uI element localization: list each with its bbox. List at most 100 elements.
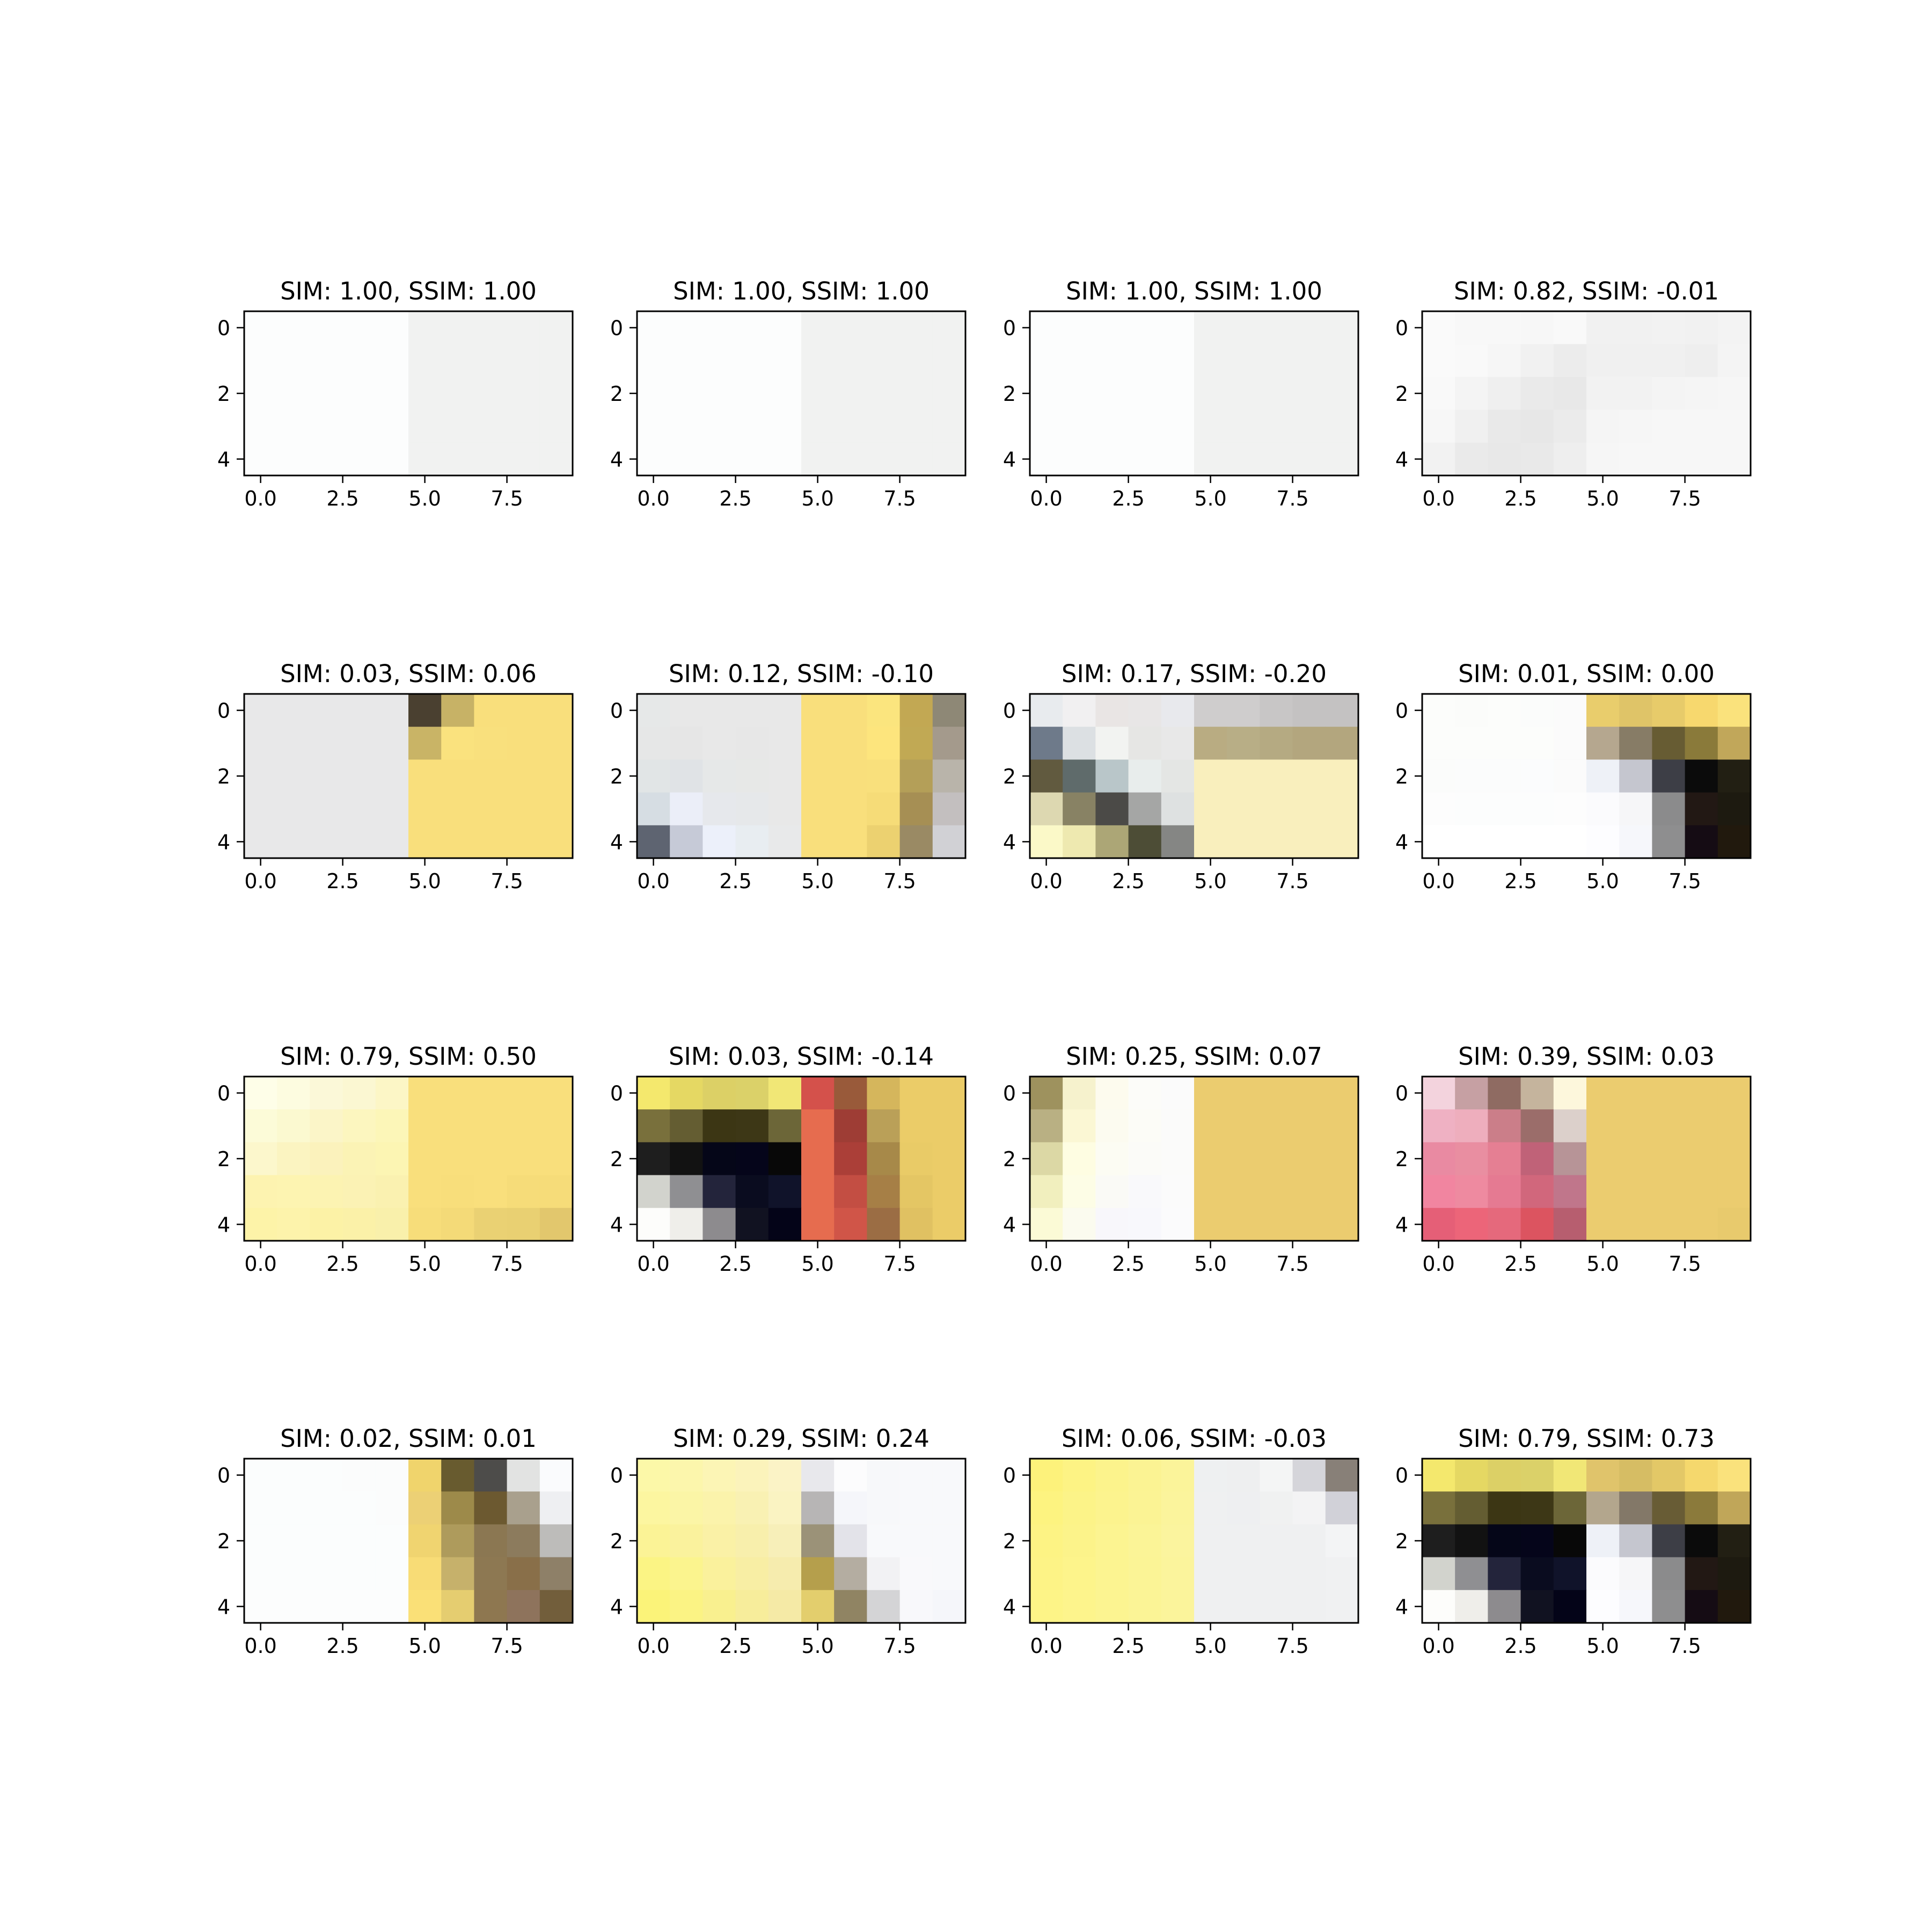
heatmap-cell [342, 1142, 376, 1176]
heatmap-cell [507, 1142, 540, 1176]
heatmap-cell [342, 1459, 376, 1492]
heatmap-cell [834, 792, 867, 826]
heatmap-cell [1128, 1142, 1162, 1176]
heatmap-cell [637, 1524, 670, 1558]
heatmap-cell [702, 442, 736, 476]
heatmap-cell [735, 1109, 769, 1143]
heatmap-cell [1227, 1175, 1260, 1209]
heatmap-cell [867, 1077, 901, 1110]
heatmap-cell [1619, 1557, 1652, 1591]
heatmap-cell [408, 409, 442, 443]
heatmap-cell [1652, 694, 1686, 727]
heatmap-cell [474, 792, 508, 826]
heatmap-cell [1553, 311, 1587, 345]
heatmap-cell [1161, 1142, 1195, 1176]
heatmap-cell [375, 1590, 409, 1623]
heatmap-cell [1325, 344, 1359, 377]
heatmap-cell [899, 694, 933, 727]
x-tick-label: 5.0 [801, 1252, 833, 1276]
heatmap-cell [1260, 311, 1293, 345]
x-tick-label: 2.5 [1504, 869, 1536, 893]
heatmap-cell [1685, 694, 1718, 727]
x-tick-label: 7.5 [883, 869, 916, 893]
x-tick-label: 5.0 [1586, 869, 1619, 893]
y-tick-label: 2 [1003, 1529, 1016, 1553]
x-tick-label: 5.0 [1194, 487, 1226, 510]
heatmap-cell [1520, 377, 1554, 411]
heatmap-cell [834, 1109, 867, 1143]
heatmap-cell [801, 442, 835, 476]
heatmap-cell [1652, 825, 1686, 859]
heatmap-cell [1455, 1557, 1488, 1591]
heatmap-cell [1422, 1109, 1455, 1143]
heatmap-cell [244, 694, 277, 727]
heatmap-cell [1325, 1077, 1359, 1110]
heatmap-cell [342, 1590, 376, 1623]
heatmap-cell [1194, 825, 1227, 859]
heatmap-cell [1455, 792, 1488, 826]
heatmap-cell [1325, 1459, 1359, 1492]
heatmap-cell [1520, 1175, 1554, 1209]
heatmap-cell [867, 1491, 901, 1525]
heatmap-cell [342, 1109, 376, 1143]
heatmap-cell [801, 1109, 835, 1143]
heatmap-cell [375, 694, 409, 727]
heatmap-cell [801, 792, 835, 826]
x-tick-label: 2.5 [1504, 487, 1536, 510]
heatmap-cell [735, 792, 769, 826]
heatmap-cell [1292, 409, 1326, 443]
heatmap-cell [310, 377, 343, 411]
heatmap-cell [342, 792, 376, 826]
heatmap-cell [539, 1077, 573, 1110]
heatmap-cell [1260, 1459, 1293, 1492]
heatmap-cell [1717, 1590, 1751, 1623]
heatmap-cell [1227, 1142, 1260, 1176]
x-tick-label: 0.0 [244, 1634, 276, 1658]
x-tick-label: 7.5 [1276, 869, 1308, 893]
heatmap-cell [1652, 1524, 1686, 1558]
heatmap-cell [1292, 1491, 1326, 1525]
heatmap-cell [408, 1557, 442, 1591]
heatmap-cell [1128, 1109, 1162, 1143]
heatmap-cell [1717, 377, 1751, 411]
heatmap-subplot: SIM: 0.03, SSIM: -0.14 0.0 2.5 5.0 7.5 0 2 4 [610, 1042, 967, 1276]
heatmap-cell [1227, 344, 1260, 377]
heatmap-subplot: SIM: 0.02, SSIM: 0.01 0.0 2.5 5.0 7.5 0 2 4 [217, 1424, 574, 1658]
heatmap-cell [1227, 409, 1260, 443]
heatmap-cell [1128, 1175, 1162, 1209]
heatmap-cell [1422, 1557, 1455, 1591]
heatmap-cell [1161, 409, 1195, 443]
y-tick-label: 2 [1395, 1529, 1408, 1553]
subplot-title: SIM: 0.03, SSIM: -0.14 [669, 1042, 934, 1071]
heatmap-cell [899, 1175, 933, 1209]
heatmap-cell [702, 1459, 736, 1492]
heatmap-cell [932, 1077, 966, 1110]
heatmap-cell [1455, 311, 1488, 345]
heatmap-cell [244, 442, 277, 476]
heatmap-cell [1455, 694, 1488, 727]
x-tick-label: 5.0 [408, 869, 441, 893]
heatmap-cell [932, 1590, 966, 1623]
x-tick-label: 5.0 [408, 1252, 441, 1276]
heatmap-cell [310, 1077, 343, 1110]
heatmap-cell [375, 1491, 409, 1525]
heatmap-cell [899, 1142, 933, 1176]
heatmap-cell [1685, 1109, 1718, 1143]
heatmap-cell [1553, 792, 1587, 826]
heatmap-cell [1586, 1142, 1620, 1176]
heatmap-cell [1619, 759, 1652, 793]
heatmap-cell [1422, 442, 1455, 476]
heatmap-cell [834, 694, 867, 727]
heatmap-cell [637, 694, 670, 727]
heatmap-cell [932, 727, 966, 760]
heatmap-cell [1063, 311, 1096, 345]
heatmap-cell [1063, 1142, 1096, 1176]
heatmap-cell [310, 344, 343, 377]
x-tick-label: 7.5 [1276, 1634, 1308, 1658]
heatmap-subplot: SIM: 1.00, SSIM: 1.00 0.0 2.5 5.0 7.5 0 2 4 [217, 277, 574, 510]
heatmap-cell [637, 759, 670, 793]
heatmap-cell [1652, 1175, 1686, 1209]
heatmap-cell [375, 344, 409, 377]
heatmap-cell [441, 1590, 474, 1623]
heatmap-cell [441, 1459, 474, 1492]
